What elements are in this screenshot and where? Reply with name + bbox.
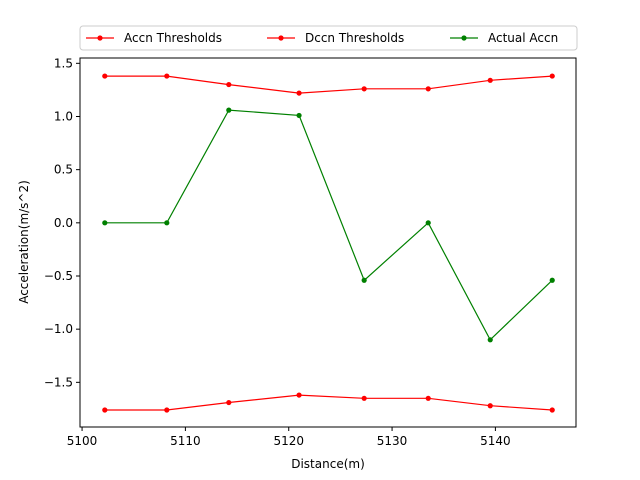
data-point: [425, 395, 431, 401]
data-point: [549, 73, 555, 79]
y-tick-label: 1.5: [54, 56, 73, 70]
data-point: [226, 107, 232, 113]
data-point: [487, 337, 493, 343]
data-point: [425, 220, 431, 226]
plot-area: [102, 73, 555, 413]
legend: Accn Thresholds Dccn Thresholds Actual Acc…: [79, 25, 578, 51]
data-point: [164, 407, 170, 413]
y-tick-label: 0.5: [54, 163, 73, 177]
legend-marker-3: [461, 35, 467, 41]
data-point: [164, 220, 170, 226]
x-tick-label: 5110: [170, 434, 201, 448]
x-tick-label: 5140: [480, 434, 511, 448]
y-tick-label: −0.5: [44, 269, 73, 283]
x-tick-label: 5130: [377, 434, 408, 448]
data-point: [361, 277, 367, 283]
x-tick-label: 5100: [67, 434, 98, 448]
y-axis-ticks: −1.5 −1.0 −0.5 0.0 0.5 1.0 1.5: [44, 56, 80, 389]
data-point: [102, 220, 108, 226]
axes-frame: [79, 57, 577, 428]
data-point: [425, 86, 431, 92]
data-point: [549, 407, 555, 413]
x-axis-label: Distance(m): [291, 457, 365, 471]
y-tick-label: 0.0: [54, 216, 73, 230]
data-point: [226, 399, 232, 406]
legend-label-1: Accn Thresholds: [124, 31, 222, 45]
legend-label-2: Dccn Thresholds: [305, 31, 404, 45]
legend-marker-1: [97, 35, 103, 41]
data-point: [226, 81, 232, 88]
data-point: [487, 77, 493, 83]
series-line-2: [104, 394, 553, 411]
data-point: [102, 73, 108, 79]
data-point: [296, 112, 302, 119]
y-axis-label: Acceleration(m/s^2): [17, 180, 31, 304]
x-tick-label: 5120: [273, 434, 304, 448]
legend-marker-2: [278, 35, 284, 41]
data-point: [487, 403, 493, 409]
y-tick-label: −1.5: [44, 375, 73, 389]
legend-label-3: Actual Accn: [488, 31, 558, 45]
y-tick-label: 1.0: [54, 109, 73, 123]
data-point: [296, 90, 302, 96]
data-point: [549, 277, 555, 283]
series-line-1: [104, 75, 553, 94]
data-point: [102, 407, 108, 413]
data-point: [361, 395, 367, 401]
series-line-3: [104, 109, 553, 341]
data-point: [361, 86, 367, 92]
legend-box: [79, 25, 578, 51]
data-point: [164, 73, 170, 79]
x-axis-ticks: 5100 5110 5120 5130 5140: [67, 427, 511, 448]
y-tick-label: −1.0: [44, 322, 73, 336]
data-point: [296, 392, 302, 398]
